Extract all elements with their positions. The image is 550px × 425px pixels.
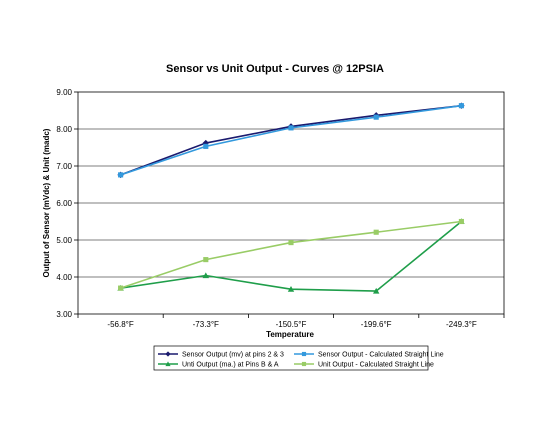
data-point xyxy=(373,287,380,294)
legend-label: Sensor Output - Calculated Straight Line xyxy=(318,352,444,359)
legend-marker xyxy=(165,351,171,357)
y-tick-label: 7.00 xyxy=(56,162,72,171)
y-tick-label: 9.00 xyxy=(56,88,72,97)
data-point xyxy=(287,286,295,292)
data-point xyxy=(288,125,294,131)
legend-marker xyxy=(301,361,307,367)
data-point xyxy=(373,114,379,120)
legend: Sensor Output (mv) at pins 2 & 3 Sensor O… xyxy=(158,351,444,369)
legend-box xyxy=(153,345,429,371)
x-tick-label: -199.6°F xyxy=(361,320,392,329)
data-point xyxy=(203,143,209,149)
legend-marker xyxy=(165,361,171,367)
data-point xyxy=(118,285,124,291)
legend-label: Unti Output (ma.) at Pins B & A xyxy=(182,362,279,369)
x-tick-label: -150.5°F xyxy=(276,320,307,329)
data-point xyxy=(458,218,464,225)
chart-title: Sensor vs Unit Output - Curves @ 12PSIA xyxy=(166,63,384,75)
data-point xyxy=(203,257,209,263)
series-group xyxy=(117,102,465,294)
legend-item: Unit Output - Calculated Straight Line xyxy=(294,362,434,369)
y-tick-label: 4.00 xyxy=(56,273,72,282)
data-point xyxy=(288,240,294,246)
legend-label: Sensor Output (mv) at pins 2 & 3 xyxy=(182,352,284,359)
legend-item: Sensor Output (mv) at pins 2 & 3 xyxy=(158,351,284,359)
legend-label: Unit Output - Calculated Straight Line xyxy=(318,362,434,369)
y-tick-label: 8.00 xyxy=(56,125,72,134)
legend-item: Sensor Output - Calculated Straight Line xyxy=(294,352,444,359)
y-axis-ticks: 3.00 4.00 5.00 6.00 7.00 8.00 9.00 xyxy=(56,88,78,319)
data-point xyxy=(202,272,209,279)
x-axis-ticks: -56.8°F -73.3°F -150.5°F -199.6°F -249.3°F xyxy=(77,314,505,329)
y-tick-label: 5.00 xyxy=(56,236,72,245)
legend-marker xyxy=(301,351,307,357)
data-point xyxy=(458,103,464,109)
y-tick-label: 6.00 xyxy=(56,199,72,208)
x-axis-title: Temperature xyxy=(266,330,314,339)
x-tick-label: -249.3°F xyxy=(446,320,477,329)
data-point xyxy=(118,172,124,178)
x-tick-label: -56.8°F xyxy=(107,320,133,329)
series-4 xyxy=(118,218,464,291)
y-tick-label: 3.00 xyxy=(56,310,72,319)
y-axis-title: Output of Sensor (mVdc) & Unit (madc) xyxy=(42,128,51,277)
legend-item: Unti Output (ma.) at Pins B & A xyxy=(158,361,279,369)
data-point xyxy=(373,229,379,235)
series-2 xyxy=(118,103,464,178)
x-tick-label: -73.3°F xyxy=(193,320,219,329)
